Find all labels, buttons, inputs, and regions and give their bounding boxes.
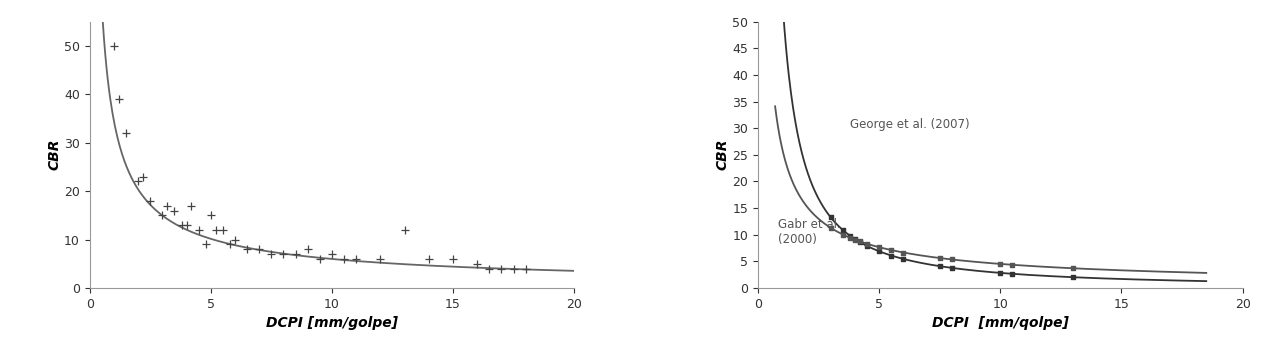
Point — [237, 246, 257, 252]
Point — [1002, 262, 1022, 268]
Point — [158, 203, 178, 208]
Point — [849, 239, 870, 244]
Point — [286, 251, 306, 257]
Point — [930, 263, 951, 269]
Text: George et al. (2007): George et al. (2007) — [851, 118, 970, 131]
Point — [893, 249, 913, 255]
Point — [109, 96, 129, 102]
X-axis label: DCPI [mm/golpe]: DCPI [mm/golpe] — [266, 316, 398, 330]
Point — [261, 251, 282, 257]
Point — [491, 266, 511, 271]
Y-axis label: CBR: CBR — [716, 139, 730, 171]
Point — [310, 256, 330, 262]
Point — [468, 261, 488, 267]
Point — [833, 227, 853, 233]
X-axis label: DCPI  [mm/qolpe]: DCPI [mm/qolpe] — [931, 316, 1068, 330]
Point — [857, 243, 877, 249]
Point — [881, 247, 902, 253]
Point — [942, 265, 962, 271]
Point — [104, 43, 124, 49]
Point — [177, 222, 197, 228]
Point — [249, 246, 269, 252]
Point — [224, 237, 245, 242]
Point — [297, 246, 318, 252]
Point — [844, 236, 865, 242]
Point — [930, 255, 951, 261]
Point — [503, 266, 524, 271]
Point — [152, 212, 173, 218]
Point — [443, 256, 464, 262]
Point — [213, 227, 233, 233]
Point — [990, 270, 1011, 276]
Point — [1002, 271, 1022, 277]
Point — [857, 241, 877, 247]
Point — [869, 244, 889, 250]
Point — [840, 233, 861, 239]
Point — [220, 242, 241, 247]
Point — [115, 130, 136, 136]
Point — [881, 253, 902, 258]
Point — [479, 266, 500, 271]
Point — [1063, 265, 1084, 271]
Point — [164, 208, 184, 213]
Point — [1063, 274, 1084, 280]
Point — [844, 237, 865, 243]
Point — [840, 235, 861, 240]
Point — [205, 227, 225, 233]
Point — [133, 174, 154, 180]
Point — [395, 227, 415, 233]
Point — [821, 225, 842, 231]
Point — [849, 239, 870, 245]
Point — [181, 203, 201, 208]
Point — [833, 231, 853, 237]
Point — [273, 251, 293, 257]
Point — [821, 215, 842, 220]
Point — [515, 266, 535, 271]
Point — [346, 256, 366, 262]
Point — [334, 256, 355, 262]
Point — [370, 256, 391, 262]
Point — [128, 179, 149, 184]
Text: Gabr et al.
(2000): Gabr et al. (2000) — [778, 218, 840, 246]
Point — [196, 242, 216, 247]
Point — [201, 212, 222, 218]
Point — [869, 248, 889, 254]
Point — [990, 261, 1011, 267]
Point — [188, 227, 209, 233]
Point — [322, 251, 342, 257]
Point — [172, 222, 192, 228]
Y-axis label: CBR: CBR — [47, 139, 61, 171]
Point — [419, 256, 439, 262]
Point — [140, 198, 160, 204]
Point — [942, 257, 962, 262]
Point — [893, 256, 913, 262]
